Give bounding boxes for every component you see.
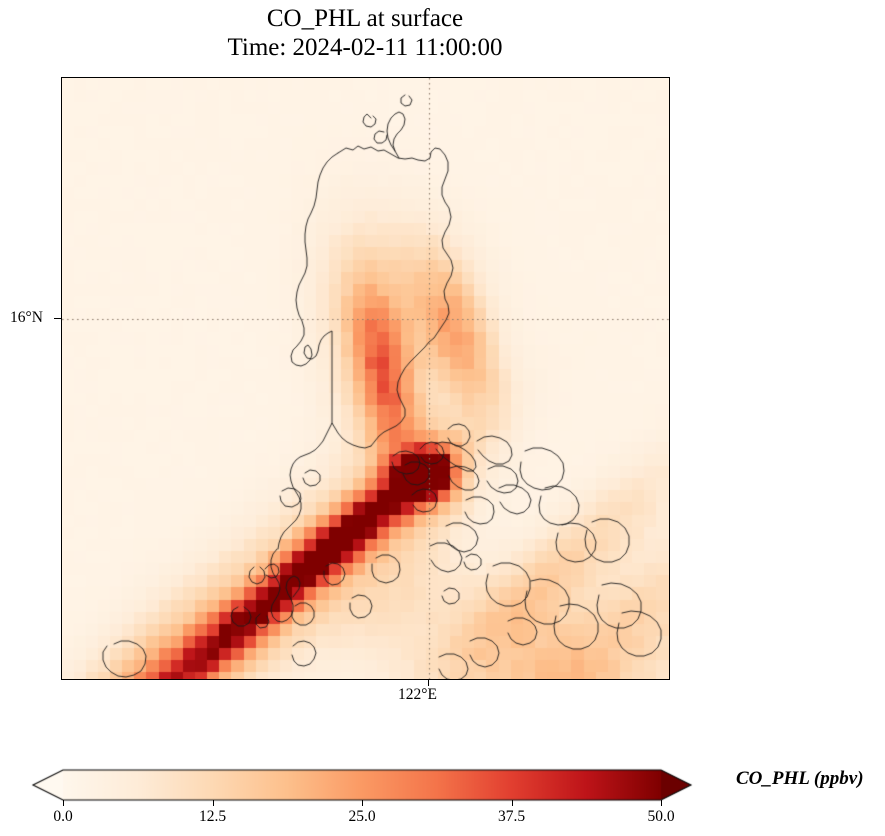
chart-title-line-1: CO_PHL at surface xyxy=(266,5,464,32)
y-axis-tick-mark xyxy=(54,318,61,320)
colorbar-tick-label: 37.5 xyxy=(497,808,526,825)
chart-title-block: CO_PHL at surface Time: 2024-02-11 11:00… xyxy=(0,4,730,62)
colorbar-gradient xyxy=(30,762,700,808)
x-axis-tick-mark xyxy=(428,679,430,686)
x-axis-tick-label-122e: 122°E xyxy=(398,686,437,703)
chart-title-line-2: Time: 2024-02-11 11:00:00 xyxy=(227,34,503,61)
colorbar-tick-mark xyxy=(661,800,663,806)
concentration-heatmap xyxy=(62,78,669,679)
colorbar-tick-mark xyxy=(212,800,214,806)
colorbar-tick-mark xyxy=(511,800,513,806)
colorbar-tick-mark xyxy=(362,800,364,806)
colorbar-label: CO_PHL (ppbv) xyxy=(736,768,864,789)
y-axis-tick-label-16n: 16°N xyxy=(10,309,43,326)
colorbar-tick-mark xyxy=(63,800,65,806)
colorbar-tick-label: 25.0 xyxy=(348,808,376,825)
map-plot-area xyxy=(61,77,670,680)
colorbar-tick-label: 0.0 xyxy=(53,808,73,825)
colorbar-tick-label: 50.0 xyxy=(647,808,675,825)
colorbar-tick-label: 12.5 xyxy=(198,808,227,825)
